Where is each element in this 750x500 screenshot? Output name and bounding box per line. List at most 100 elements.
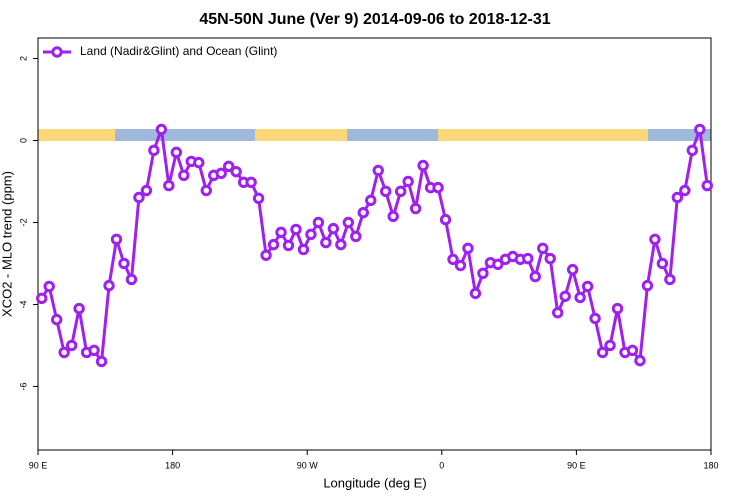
data-point bbox=[596, 346, 609, 359]
data-point bbox=[641, 279, 654, 292]
data-point bbox=[409, 202, 422, 215]
data-point bbox=[529, 270, 541, 283]
data-point bbox=[581, 280, 594, 293]
data-point bbox=[163, 179, 175, 192]
data-point bbox=[701, 179, 713, 192]
y-tick-label: 0 bbox=[18, 138, 28, 143]
data-point bbox=[110, 233, 123, 245]
y-tick-label: -6 bbox=[18, 382, 28, 390]
data-point bbox=[664, 273, 676, 286]
data-point bbox=[260, 249, 272, 261]
data-point bbox=[43, 280, 55, 293]
data-point bbox=[267, 238, 280, 251]
data-point bbox=[103, 279, 115, 292]
data-point bbox=[95, 355, 108, 368]
data-point bbox=[327, 222, 340, 235]
data-point bbox=[282, 239, 295, 252]
plot-frame bbox=[37, 37, 712, 451]
data-point bbox=[222, 160, 235, 173]
x-tick-label: 90 E bbox=[29, 460, 48, 470]
y-axis-label: XCO2 - MLO trend (ppm) bbox=[0, 171, 14, 317]
data-point bbox=[671, 191, 684, 204]
data-point bbox=[73, 302, 85, 315]
y-tick-label: -4 bbox=[18, 300, 28, 308]
data-point bbox=[522, 252, 534, 265]
x-axis-label: Longitude (deg E) bbox=[323, 475, 426, 490]
data-point bbox=[155, 123, 168, 136]
x-tick-label: 180 bbox=[165, 460, 180, 470]
data-point bbox=[245, 176, 257, 189]
data-point bbox=[417, 159, 429, 172]
data-point bbox=[574, 291, 586, 304]
data-point bbox=[140, 184, 153, 197]
data-point bbox=[634, 354, 646, 367]
data-point bbox=[604, 339, 616, 352]
data-point bbox=[193, 156, 205, 169]
data-point bbox=[439, 213, 452, 226]
data-point bbox=[679, 184, 691, 197]
data-point bbox=[447, 253, 459, 266]
data-point bbox=[544, 252, 556, 265]
data-point bbox=[469, 287, 482, 300]
data-point bbox=[611, 302, 624, 315]
data-point bbox=[200, 184, 212, 197]
data-line bbox=[40, 128, 709, 366]
data-point bbox=[402, 175, 414, 188]
land-band bbox=[438, 129, 648, 141]
data-point bbox=[649, 233, 661, 245]
data-point bbox=[148, 144, 160, 157]
data-point bbox=[589, 312, 601, 325]
data-point bbox=[312, 216, 325, 229]
data-point bbox=[365, 194, 377, 207]
legend-marker bbox=[51, 46, 63, 58]
data-point bbox=[387, 210, 399, 223]
data-point bbox=[275, 226, 287, 239]
y-tick-label: -2 bbox=[18, 218, 28, 226]
data-point bbox=[342, 216, 355, 229]
data-point bbox=[694, 123, 706, 136]
data-point bbox=[290, 223, 302, 236]
data-point bbox=[350, 230, 362, 243]
data-point bbox=[305, 228, 317, 241]
land-band bbox=[38, 129, 115, 141]
x-tick-label: 90 W bbox=[297, 460, 319, 470]
data-point bbox=[133, 191, 145, 204]
data-point bbox=[656, 257, 669, 270]
data-point bbox=[118, 257, 130, 270]
data-point bbox=[462, 242, 474, 255]
data-point bbox=[297, 243, 310, 256]
data-point bbox=[230, 165, 242, 178]
data-point bbox=[477, 267, 489, 280]
data-point bbox=[686, 144, 699, 157]
data-point bbox=[50, 313, 63, 326]
data-point bbox=[454, 259, 467, 272]
data-point bbox=[432, 181, 444, 194]
data-point bbox=[178, 169, 190, 182]
data-point bbox=[394, 185, 407, 198]
data-point bbox=[492, 258, 504, 270]
x-tick-label: 90 E bbox=[567, 460, 586, 470]
data-point bbox=[380, 185, 392, 198]
data-point bbox=[537, 242, 549, 255]
data-point bbox=[552, 306, 564, 319]
data-point bbox=[65, 339, 78, 352]
data-point bbox=[36, 292, 48, 305]
chart-title: 45N-50N June (Ver 9) 2014-09-06 to 2018-… bbox=[199, 11, 550, 28]
land-band bbox=[255, 129, 347, 141]
data-point bbox=[125, 273, 138, 286]
x-tick-label: 180 bbox=[703, 460, 718, 470]
data-point bbox=[559, 290, 571, 302]
data-point bbox=[566, 263, 579, 276]
data-point bbox=[372, 164, 384, 177]
data-point bbox=[252, 192, 265, 204]
y-tick-label: 2 bbox=[18, 56, 28, 61]
x-tick-label: 0 bbox=[439, 460, 444, 470]
data-point bbox=[215, 167, 227, 179]
data-point bbox=[357, 206, 369, 219]
data-point bbox=[320, 236, 332, 249]
data-point bbox=[626, 344, 639, 357]
data-point bbox=[170, 146, 183, 159]
data-point bbox=[58, 346, 70, 359]
data-point bbox=[335, 238, 347, 251]
